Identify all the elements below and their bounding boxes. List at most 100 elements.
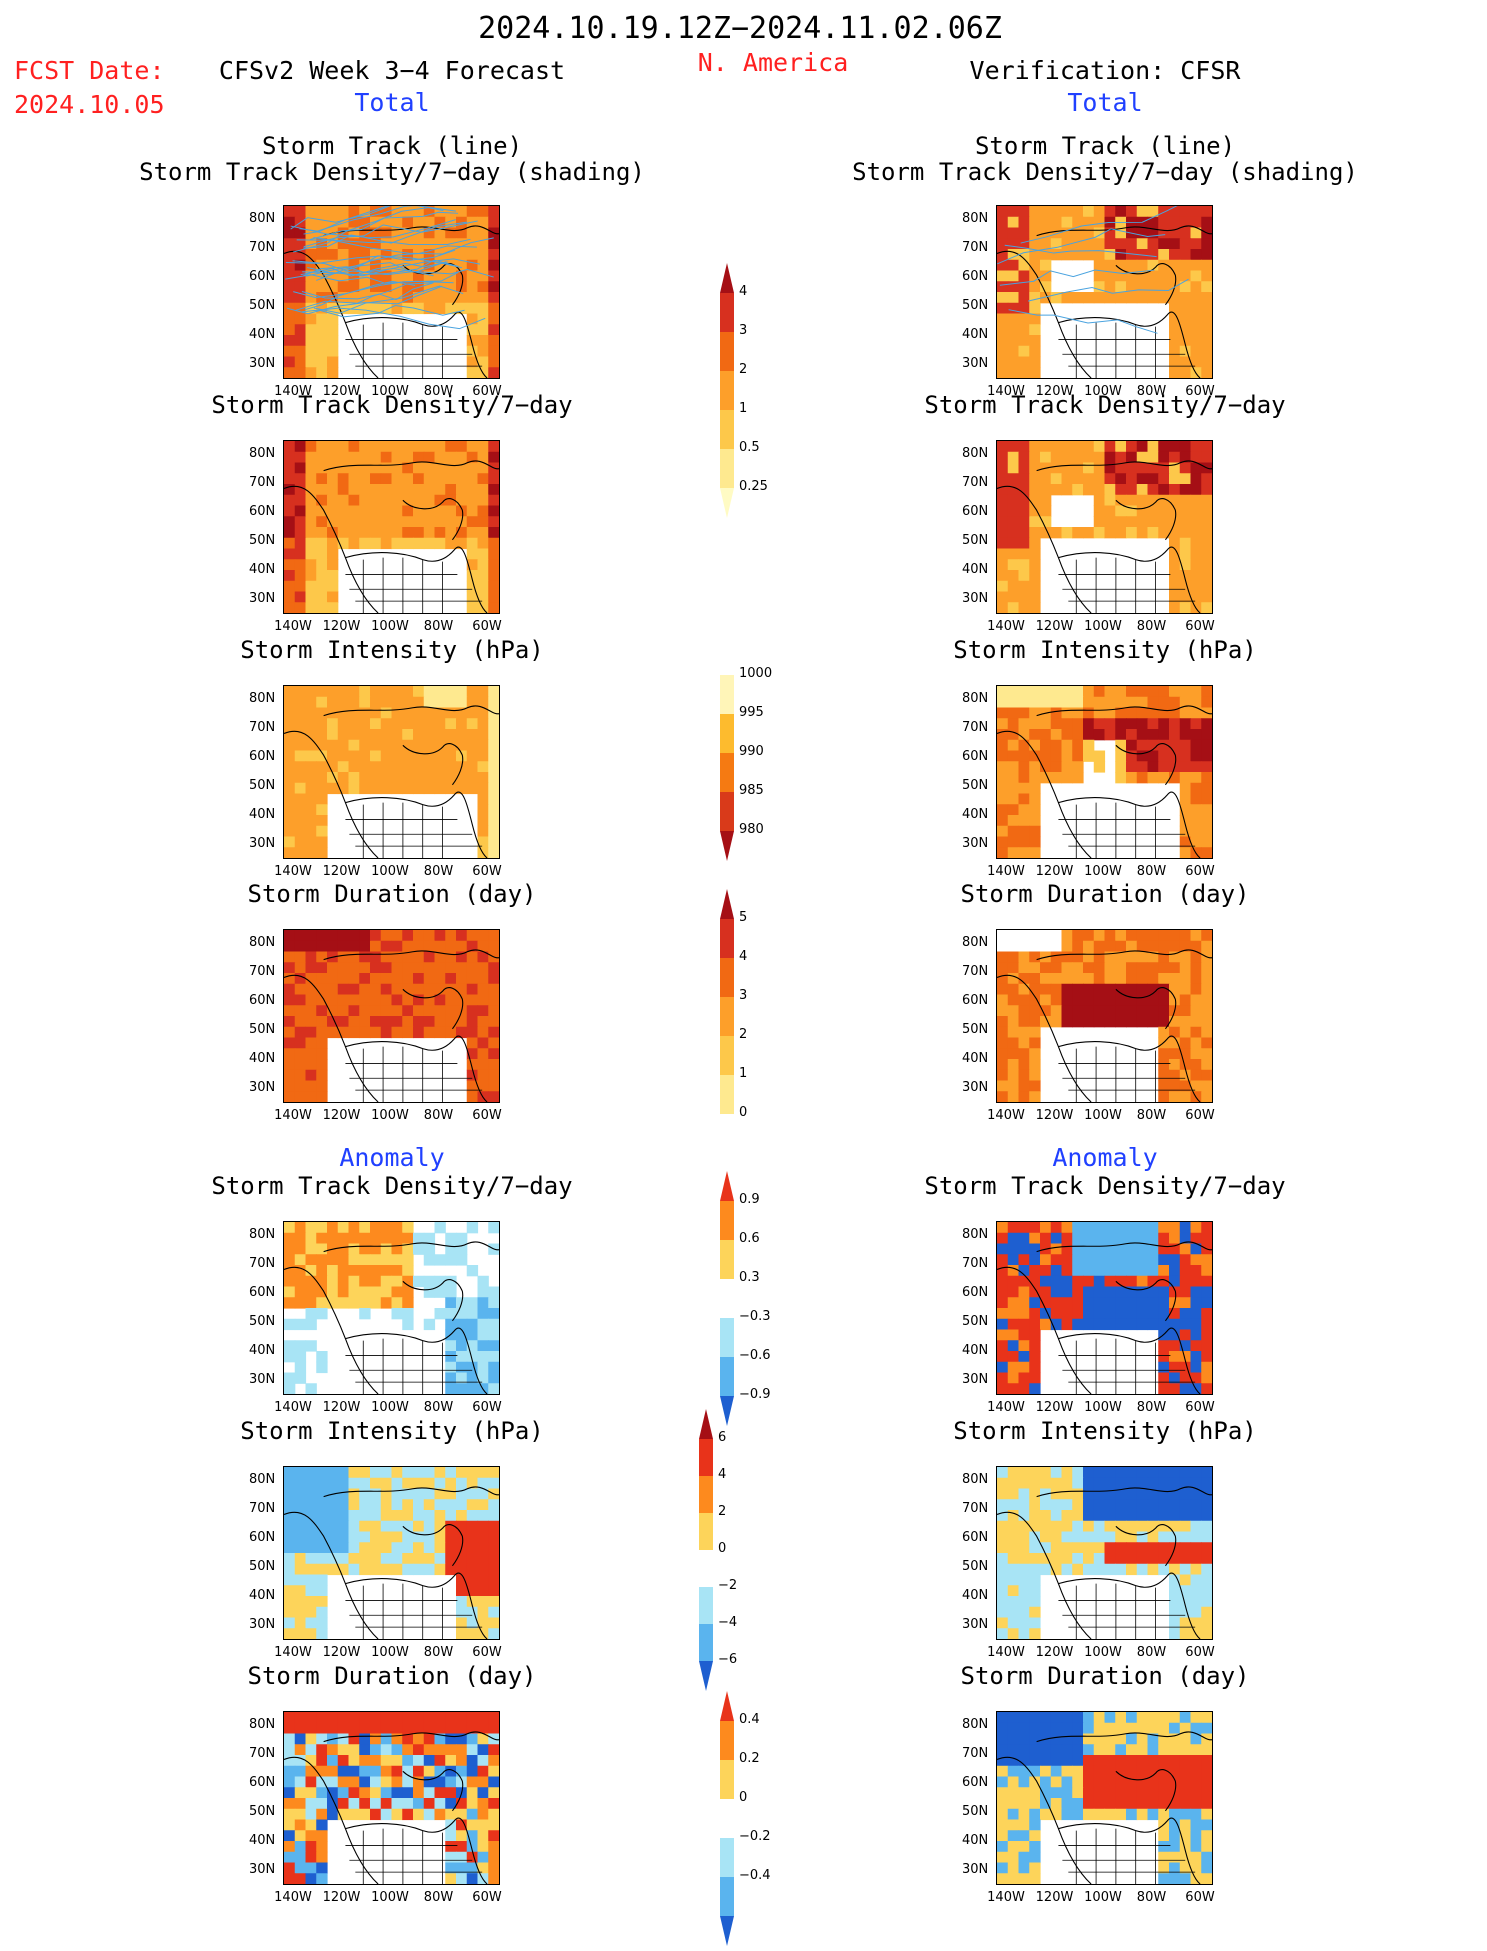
shaded-cell — [1201, 1628, 1212, 1639]
lat-tick-label: 40N — [962, 1833, 989, 1848]
shaded-cell — [1179, 216, 1192, 229]
shaded-cell — [316, 1351, 328, 1363]
shaded-cell — [997, 602, 1009, 613]
shaded-cell — [1115, 1308, 1127, 1320]
colorbar-intensity-total — [719, 644, 735, 866]
shaded-cell — [305, 1553, 317, 1565]
shaded-cell — [1029, 494, 1041, 507]
shaded-cell — [434, 473, 446, 485]
shaded-cell — [305, 1520, 317, 1533]
shaded-cell — [1179, 1520, 1192, 1533]
shaded-cell — [359, 1765, 371, 1778]
shaded-cell — [1190, 973, 1202, 985]
shaded-cell — [1147, 259, 1159, 272]
shaded-cell — [1104, 484, 1116, 496]
shaded-cell — [1201, 1286, 1212, 1298]
shaded-cell — [316, 345, 328, 358]
shaded-cell — [1072, 1712, 1084, 1724]
shaded-cell — [466, 249, 479, 261]
colorbar-tick-label: −4 — [718, 1615, 738, 1630]
shaded-cell — [1018, 1787, 1030, 1799]
shaded-cell — [1169, 1026, 1181, 1039]
shaded-cell — [305, 1563, 317, 1576]
shaded-cell — [466, 1765, 479, 1778]
shaded-cell — [445, 1351, 457, 1363]
shaded-cell — [423, 1232, 436, 1245]
shaded-cell — [488, 345, 499, 358]
shaded-cell — [1126, 962, 1138, 974]
shaded-cell — [391, 1553, 403, 1565]
shaded-cell — [370, 238, 382, 250]
lat-tick-label: 70N — [962, 964, 989, 979]
shaded-cell — [1007, 1531, 1020, 1543]
colorbar-intensity-anom — [698, 1408, 714, 1696]
shaded-cell — [305, 249, 317, 261]
shaded-cell — [316, 1628, 328, 1639]
shaded-cell — [1029, 313, 1041, 325]
shaded-cell — [1007, 1499, 1020, 1511]
shaded-cell — [445, 994, 457, 1006]
shaded-cell — [1158, 973, 1170, 985]
shaded-cell — [1190, 591, 1202, 603]
shaded-cell — [1158, 1383, 1170, 1394]
shaded-cell — [1158, 1243, 1170, 1255]
lon-tick-label: 60W — [472, 1890, 502, 1905]
shaded-cell — [327, 1499, 339, 1511]
shaded-cell — [1040, 216, 1052, 229]
shaded-cell — [456, 1563, 468, 1576]
shaded-cell — [1126, 1510, 1138, 1522]
state-borders — [1058, 1046, 1196, 1102]
shaded-cell — [1190, 1712, 1202, 1724]
shaded-cell — [1040, 686, 1052, 698]
shaded-cell — [1115, 527, 1127, 539]
shaded-cell — [1169, 227, 1181, 239]
shaded-cell — [1169, 441, 1181, 453]
shaded-cell — [1147, 1776, 1159, 1788]
shaded-cell — [380, 537, 393, 550]
shaded-cell — [1179, 484, 1192, 496]
shaded-cell — [413, 206, 425, 218]
shaded-cell — [316, 1037, 328, 1049]
shaded-cell — [1029, 1351, 1041, 1363]
shaded-cell — [305, 772, 317, 784]
lon-tick-label: 140W — [274, 1645, 312, 1660]
shaded-cell — [466, 940, 479, 953]
shaded-cell — [1029, 249, 1041, 261]
shaded-cell — [1093, 1005, 1106, 1017]
storm-track-line — [1004, 244, 1157, 258]
shaded-cell — [316, 602, 328, 613]
shaded-cell — [488, 505, 499, 517]
shaded-cell — [1007, 1712, 1020, 1724]
shaded-cell — [1040, 249, 1052, 261]
shaded-cell — [1029, 570, 1041, 582]
shaded-cell — [466, 548, 479, 560]
shaded-cell — [294, 951, 307, 963]
shaded-cell — [284, 940, 296, 953]
shaded-cell — [380, 1005, 393, 1017]
shaded-cell — [1093, 1297, 1106, 1309]
shaded-cell — [997, 206, 1009, 218]
shaded-cell — [1083, 1265, 1095, 1277]
shaded-cell — [456, 206, 468, 218]
shaded-cell — [1147, 739, 1159, 752]
shaded-cell — [305, 537, 317, 550]
shaded-cell — [488, 1574, 499, 1586]
shaded-cell — [327, 473, 339, 485]
shaded-cell — [413, 302, 425, 315]
shaded-cell — [348, 1467, 360, 1479]
shaded-cell — [423, 462, 436, 474]
shaded-cell — [370, 761, 382, 773]
shaded-cell — [1169, 548, 1181, 560]
shaded-cell — [1158, 249, 1170, 261]
shaded-cell — [316, 570, 328, 582]
shaded-cell — [1007, 1510, 1020, 1522]
shaded-cell — [1007, 527, 1020, 539]
shaded-cell — [997, 1232, 1009, 1245]
shaded-cell — [477, 707, 489, 719]
shaded-cell — [359, 729, 371, 741]
shaded-cell — [1136, 1016, 1149, 1028]
shaded-cell — [1050, 729, 1063, 741]
shaded-cell — [456, 1520, 468, 1533]
shaded-cell — [1029, 1080, 1041, 1092]
shaded-cell — [413, 1798, 425, 1810]
